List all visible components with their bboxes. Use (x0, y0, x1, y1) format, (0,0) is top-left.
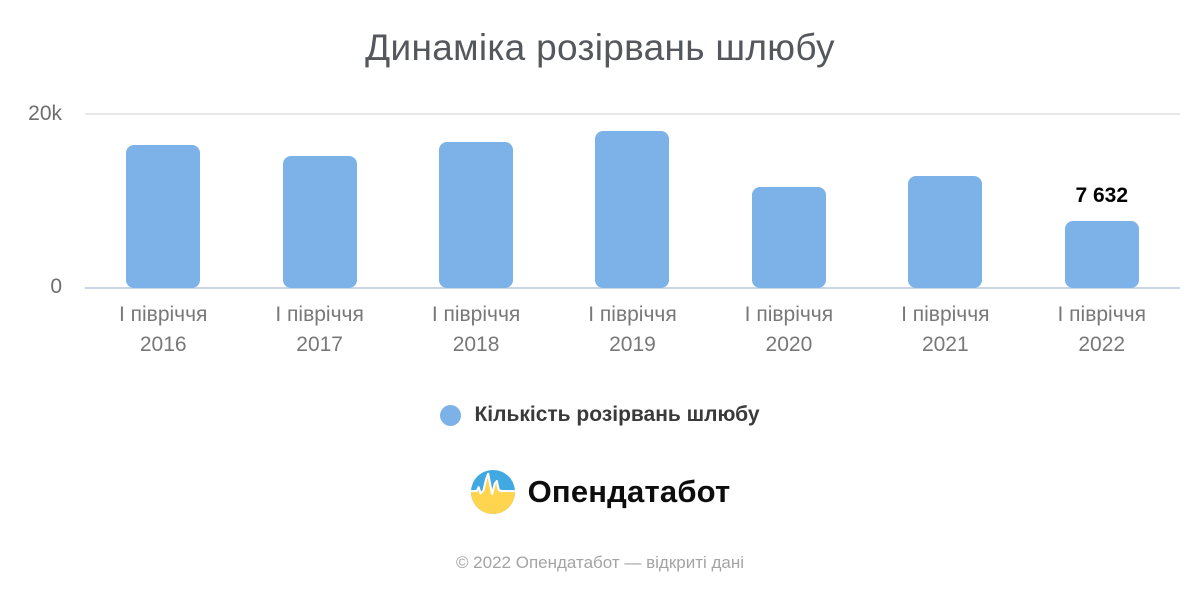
chart-title: Динаміка розірвань шлюбу (365, 27, 835, 68)
x-axis-line (85, 287, 1180, 289)
logo-text: Опендатабот (527, 474, 731, 509)
legend-label: Кількість розірвань шлюбу (474, 403, 760, 426)
x-tick-labels: І півріччя 2016 І півріччя 2017 І півріччя 20… (85, 300, 1180, 360)
y-tick-label-20k: 20k (28, 102, 62, 125)
x-tick-label-2018: І півріччя 2018 (431, 303, 521, 356)
x-tick-label-2019: І півріччя 2019 (588, 303, 677, 356)
bar-2016[interactable] (126, 145, 201, 288)
x-tick-label-2022: І півріччя 2022 (1057, 303, 1146, 356)
bars-row: 7 632 (85, 113, 1180, 288)
bar-column (85, 113, 241, 288)
copyright-text: © 2022 Опендатабот — відкриті дані (455, 553, 745, 572)
plot-area: 20k 0 7 632 (28, 102, 1180, 298)
bar-column (711, 113, 867, 288)
bar-2020[interactable] (751, 187, 826, 288)
bar-column: 7 632 (1024, 113, 1180, 288)
bar-2021[interactable] (908, 176, 983, 288)
x-tick-label-2020: І півріччя 2020 (744, 303, 834, 356)
x-tick-label-2017: І півріччя 2017 (275, 303, 364, 356)
y-tick-label-0: 0 (50, 275, 62, 298)
x-tick-label-2016: І півріччя 2016 (118, 303, 208, 356)
bar-2018[interactable] (439, 142, 514, 288)
bar-chart: 20k 0 7 632 І півріччя 2016 І півріччя 2017… (0, 102, 1200, 360)
bar-value-label: 7 632 (1075, 184, 1129, 207)
bar-column (241, 113, 397, 288)
legend-item[interactable]: Кількість розірвань шлюбу (0, 403, 1200, 427)
bar-column (398, 113, 554, 288)
gridline-20k (85, 113, 1180, 115)
bar-column (867, 113, 1023, 288)
x-tick-label-2021: І півріччя 2021 (901, 303, 990, 356)
opendatabot-logo[interactable]: Опендатабот (0, 469, 1200, 515)
bar-2022[interactable] (1064, 221, 1139, 288)
bar-column (554, 113, 710, 288)
bar-2019[interactable] (595, 131, 670, 288)
bar-2017[interactable] (282, 156, 357, 288)
opendatabot-pulse-icon (470, 469, 515, 515)
legend-marker-circle (440, 404, 462, 426)
